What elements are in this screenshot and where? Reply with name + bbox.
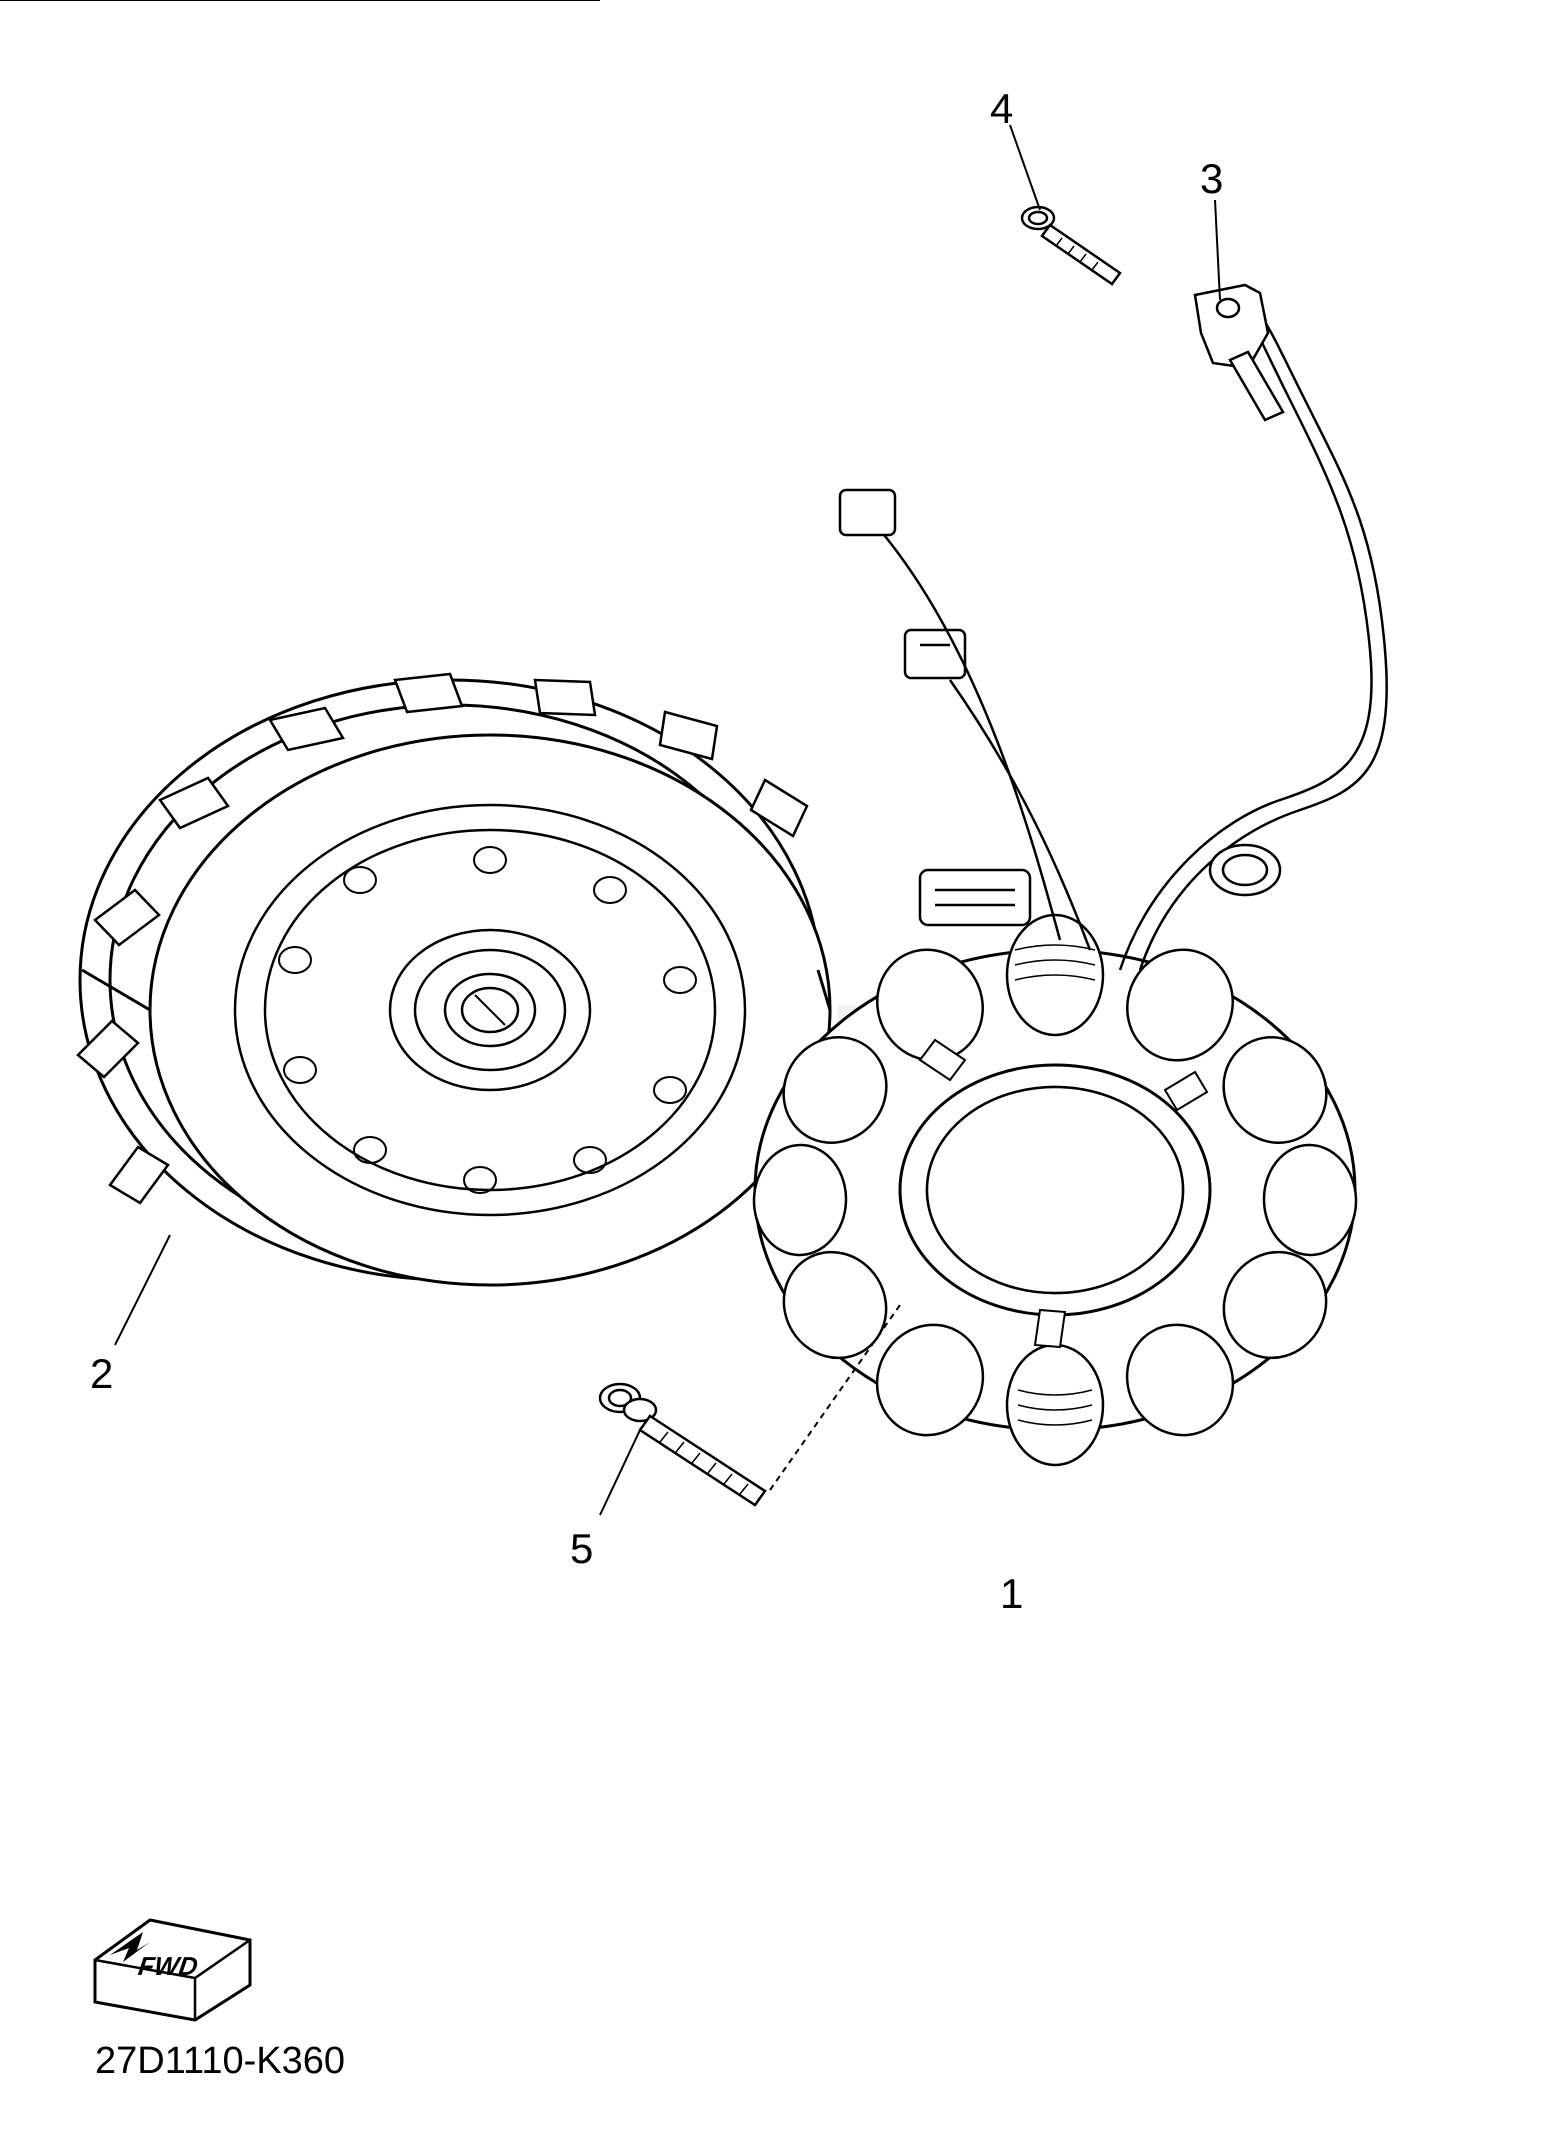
small-screw xyxy=(1022,207,1120,284)
callout-1: 1 xyxy=(1000,1570,1023,1618)
parts-diagram-page: OEM M O T O R P A R T S xyxy=(0,0,1542,2129)
diagram-code: 27D1110-K360 xyxy=(95,2040,345,2083)
stator-bolt xyxy=(600,1384,765,1505)
lead-clamp xyxy=(1195,285,1283,420)
leader-4 xyxy=(600,1430,640,1515)
leader-2 xyxy=(1215,200,1220,300)
callout-2: 2 xyxy=(90,1350,113,1398)
fwd-label: FWD xyxy=(136,1951,199,1981)
stator-assembly xyxy=(752,915,1358,1465)
callout-5: 5 xyxy=(570,1525,593,1573)
rotor-assembly xyxy=(78,674,830,1285)
wiring-harness xyxy=(840,300,1387,970)
callout-3: 3 xyxy=(1200,155,1223,203)
leader-3 xyxy=(1010,125,1040,210)
fwd-badge: FWD xyxy=(95,1920,250,2020)
callout-4: 4 xyxy=(990,85,1013,133)
parts-drawing: FWD xyxy=(0,0,1542,2129)
leader-1 xyxy=(115,1235,170,1345)
